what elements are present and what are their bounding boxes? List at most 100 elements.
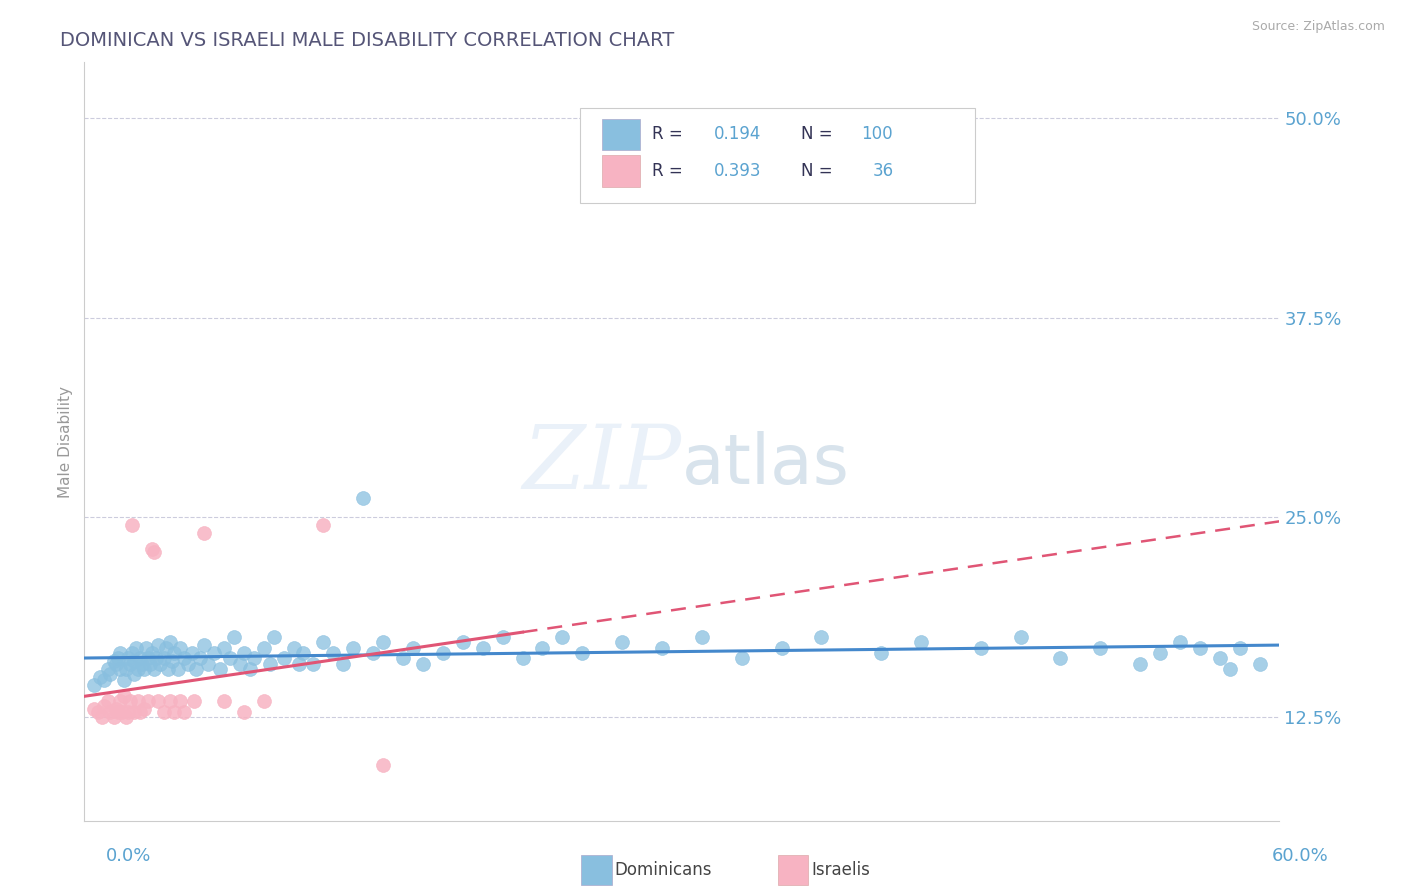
Point (361, 646, 384, 660)
Point (89, 670, 111, 684)
Point (612, 635, 634, 649)
Point (731, 650, 754, 665)
Point (98, 666, 121, 681)
Point (129, 650, 152, 665)
Point (153, 705, 176, 719)
Point (136, 650, 159, 665)
Point (110, 662, 132, 676)
Point (146, 638, 169, 652)
Point (392, 650, 415, 665)
Point (263, 630, 285, 644)
Point (322, 646, 344, 660)
Point (110, 694, 132, 708)
Point (1010, 630, 1032, 644)
Point (253, 694, 276, 708)
Point (218, 650, 240, 665)
Point (1129, 657, 1152, 672)
Point (342, 641, 364, 656)
Point (115, 662, 138, 676)
Point (222, 630, 245, 644)
Point (167, 662, 190, 676)
Point (229, 657, 252, 672)
Point (288, 657, 311, 672)
Point (177, 657, 200, 672)
Point (143, 662, 166, 676)
Point (111, 705, 134, 719)
Point (163, 705, 186, 719)
Text: 0.393: 0.393 (714, 161, 762, 180)
Point (159, 635, 181, 649)
Point (1168, 635, 1191, 649)
Point (253, 641, 276, 656)
Point (110, 646, 132, 660)
Point (492, 630, 515, 644)
Text: N =: N = (801, 126, 832, 144)
Point (1219, 662, 1241, 676)
Text: 60.0%: 60.0% (1272, 847, 1329, 865)
Point (103, 710, 125, 724)
Point (87, 705, 110, 719)
Point (373, 635, 395, 649)
Point (83, 702, 105, 716)
Point (143, 545, 166, 559)
Point (471, 641, 494, 656)
Point (132, 662, 156, 676)
Point (312, 518, 335, 533)
Point (127, 694, 149, 708)
Point (651, 641, 673, 656)
Point (208, 662, 231, 676)
Point (531, 641, 554, 656)
Point (105, 657, 128, 672)
Text: 36: 36 (873, 161, 894, 180)
Text: Source: ZipAtlas.com: Source: ZipAtlas.com (1251, 20, 1385, 33)
Point (212, 641, 235, 656)
Point (98, 705, 121, 719)
Point (122, 666, 145, 681)
Text: 100: 100 (862, 126, 893, 144)
Point (127, 662, 149, 676)
Text: R =: R = (652, 126, 688, 144)
Text: Dominicans: Dominicans (614, 861, 711, 879)
Point (153, 650, 176, 665)
Point (273, 650, 295, 665)
Point (107, 705, 129, 719)
Point (91, 710, 114, 724)
Point (259, 657, 281, 672)
Point (107, 650, 129, 665)
FancyBboxPatch shape (602, 119, 640, 151)
Text: ZIP: ZIP (523, 421, 682, 508)
Point (149, 657, 172, 672)
Point (242, 650, 264, 665)
Point (121, 646, 143, 660)
Point (181, 646, 204, 660)
Point (93, 698, 115, 713)
FancyBboxPatch shape (602, 155, 640, 186)
Point (193, 526, 215, 541)
Point (352, 491, 374, 506)
Point (184, 662, 207, 676)
Point (193, 638, 215, 652)
Point (173, 705, 195, 719)
Point (129, 705, 152, 719)
Point (155, 641, 177, 656)
Point (910, 635, 932, 649)
Text: N =: N = (801, 161, 832, 180)
Point (122, 705, 145, 719)
Point (302, 657, 325, 672)
Point (97, 662, 120, 676)
Point (870, 646, 893, 660)
Point (451, 635, 474, 649)
Text: 0.194: 0.194 (714, 126, 762, 144)
Text: R =: R = (652, 161, 688, 180)
Point (146, 694, 169, 708)
Point (212, 694, 235, 708)
Point (1209, 650, 1232, 665)
Point (125, 641, 148, 656)
Point (145, 650, 167, 665)
Point (135, 641, 157, 656)
Point (332, 657, 354, 672)
Point (93, 673, 115, 688)
Point (1249, 657, 1271, 672)
Point (1188, 641, 1211, 656)
Point (1149, 646, 1171, 660)
